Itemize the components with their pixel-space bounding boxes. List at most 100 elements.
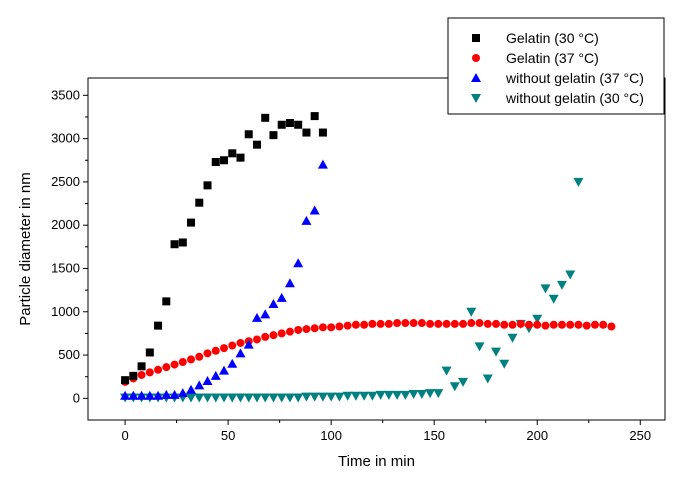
y-axis-ticks: 0 500 1000 1500 2000 2500 3000 3500 <box>51 87 88 405</box>
data-point <box>186 393 197 403</box>
data-point <box>310 324 319 333</box>
data-point <box>384 319 393 328</box>
data-point <box>195 198 204 207</box>
data-point <box>475 319 484 328</box>
legend-marker <box>471 94 481 103</box>
data-point <box>194 393 205 403</box>
x-axis-title: Time in min <box>338 453 415 470</box>
data-point <box>301 392 312 402</box>
data-point <box>392 390 403 400</box>
legend-marker <box>472 54 480 62</box>
data-point <box>301 215 312 225</box>
data-point <box>261 332 270 341</box>
data-point <box>261 113 270 122</box>
data-point <box>449 382 460 392</box>
data-point <box>154 365 163 374</box>
data-point <box>317 392 328 402</box>
data-point <box>203 349 212 358</box>
data-point <box>326 392 337 402</box>
data-point <box>244 130 253 139</box>
data-point <box>524 320 533 329</box>
data-point <box>178 238 187 247</box>
data-point <box>368 319 377 328</box>
data-point <box>227 358 238 368</box>
data-point <box>251 393 262 403</box>
data-point <box>144 390 155 400</box>
data-point <box>202 376 213 386</box>
data-point <box>251 312 262 322</box>
data-point <box>343 321 352 330</box>
x-tick-label: 50 <box>221 428 235 443</box>
data-point <box>327 323 336 332</box>
data-point <box>121 376 130 385</box>
data-point <box>310 112 319 121</box>
x-tick-label: 250 <box>629 428 651 443</box>
y-tick-label: 2500 <box>51 174 80 189</box>
data-point <box>277 120 286 129</box>
data-point <box>540 284 551 294</box>
data-point <box>285 327 294 336</box>
data-point <box>376 319 385 328</box>
data-point <box>243 393 254 403</box>
data-point <box>532 314 543 324</box>
data-point <box>401 319 410 328</box>
data-point <box>426 319 435 328</box>
data-point <box>400 390 411 400</box>
data-point <box>309 392 320 402</box>
data-point <box>284 278 295 288</box>
y-axis-title: Particle diameter in nm <box>17 172 34 325</box>
data-point <box>236 338 245 347</box>
data-point <box>335 322 344 331</box>
data-point <box>170 240 179 249</box>
legend-label: Gelatin (30 °C) <box>506 30 599 46</box>
x-axis-ticks: 0 50 100 150 200 250 <box>121 420 651 443</box>
data-point <box>533 320 542 329</box>
data-point <box>450 319 459 328</box>
data-point <box>235 393 246 403</box>
data-point <box>293 393 304 403</box>
x-tick-label: 0 <box>121 428 128 443</box>
data-point <box>573 177 584 187</box>
x-tick-label: 100 <box>320 428 342 443</box>
data-point <box>350 391 361 401</box>
y-tick-label: 2000 <box>51 217 80 232</box>
legend-label: without gelatin (30 °C) <box>505 90 644 106</box>
data-point <box>467 319 476 328</box>
legend-box <box>447 17 665 115</box>
data-point <box>162 297 171 306</box>
plot-area-border <box>87 77 666 421</box>
data-point <box>508 320 517 329</box>
x-tick-label: 200 <box>526 428 548 443</box>
data-point <box>276 393 287 403</box>
data-point <box>236 153 245 162</box>
data-point <box>120 390 131 400</box>
data-point <box>260 393 271 403</box>
data-point <box>285 119 294 128</box>
data-point <box>434 319 443 328</box>
data-point <box>269 331 278 340</box>
data-point <box>482 374 493 384</box>
y-tick-label: 3000 <box>51 131 80 146</box>
data-point <box>351 320 360 329</box>
data-point <box>186 384 197 394</box>
data-point <box>574 320 583 329</box>
data-point <box>441 366 452 376</box>
data-point <box>269 131 278 140</box>
data-point <box>417 319 426 328</box>
data-point <box>260 309 271 319</box>
data-point <box>302 128 311 137</box>
data-point <box>342 391 353 401</box>
data-point <box>154 321 163 330</box>
data-point <box>162 363 171 372</box>
data-point <box>375 390 386 400</box>
data-point <box>210 370 221 380</box>
data-point <box>187 355 196 364</box>
data-point <box>425 389 436 399</box>
data-point <box>500 320 509 329</box>
data-point <box>360 320 369 329</box>
legend-label: Gelatin (37 °C) <box>506 50 599 66</box>
series-circle <box>121 319 616 386</box>
data-point <box>590 320 599 329</box>
series-triangle-down <box>120 177 584 403</box>
data-point <box>565 270 576 280</box>
